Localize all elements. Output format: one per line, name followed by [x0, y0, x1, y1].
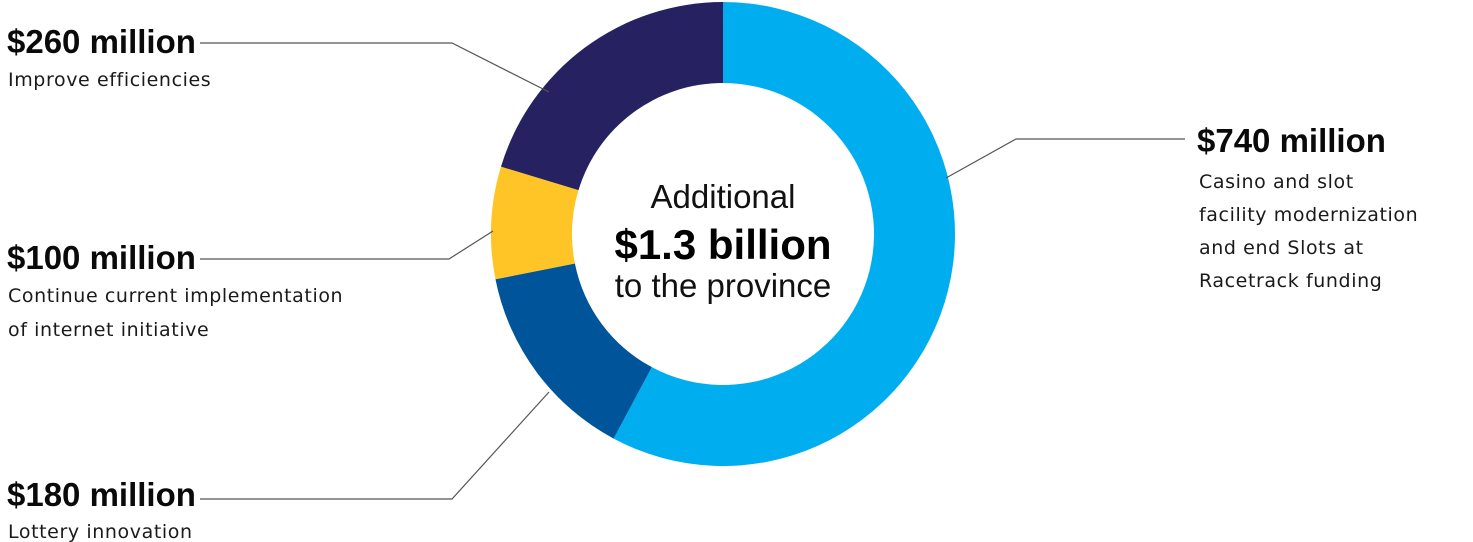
slice-internet-initiative	[491, 166, 579, 280]
slice-casino-modernization	[613, 2, 955, 466]
slice-description-line: Casino and slot	[1199, 171, 1354, 193]
center-label: Additional $1.3 billion to the province	[614, 178, 831, 304]
label-slice-casino: $740 million Casino and slot facility mo…	[1197, 122, 1418, 292]
leader-lines	[200, 42, 1185, 500]
center-label-total: $1.3 billion	[614, 221, 831, 268]
slice-description-line: Lottery innovation	[8, 521, 193, 542]
label-slice-lottery: $180 million Lottery innovation	[7, 476, 196, 542]
slice-amount-label: $100 million	[7, 239, 196, 276]
label-slice-internet: $100 million Continue current implementa…	[7, 239, 343, 341]
slice-description-line: Improve efficiencies	[8, 69, 211, 91]
slice-amount-label: $260 million	[7, 23, 196, 60]
donut-slices	[491, 2, 955, 466]
slice-description-line: of internet initiative	[8, 319, 209, 341]
center-label-line3: to the province	[615, 267, 831, 304]
leader-line-internet	[200, 230, 494, 260]
slice-description-line: and end Slots at	[1199, 237, 1364, 259]
label-slice-efficiencies: $260 million Improve efficiencies	[7, 23, 211, 91]
slice-lottery-innovation	[495, 263, 652, 439]
center-label-line1: Additional	[651, 178, 796, 215]
leader-line-lottery	[200, 391, 550, 500]
slice-description-line: Racetrack funding	[1199, 270, 1382, 292]
slice-description-line: Continue current implementation	[8, 285, 343, 307]
slice-description-line: facility modernization	[1199, 204, 1418, 226]
slice-improve-efficiencies	[500, 2, 723, 191]
slice-amount-label: $740 million	[1197, 122, 1386, 159]
leader-line-efficiencies	[200, 42, 550, 93]
leader-line-casino	[945, 138, 1185, 179]
slice-amount-label: $180 million	[7, 476, 196, 513]
